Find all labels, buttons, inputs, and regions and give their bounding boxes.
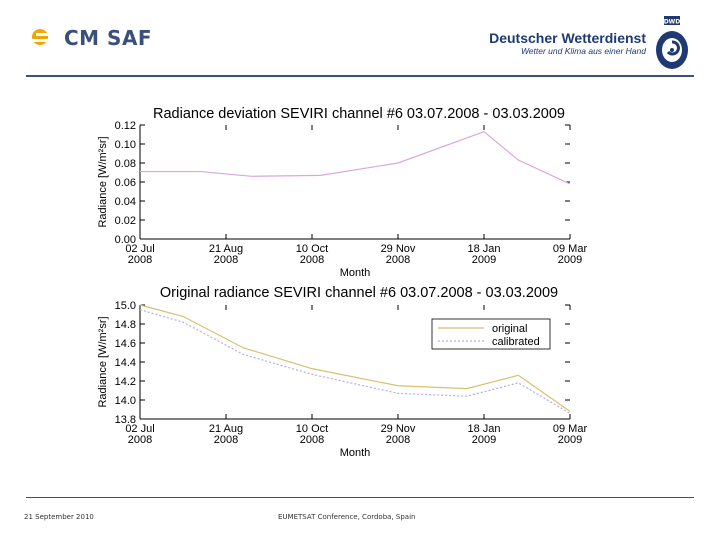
chart-1-xtick-year: 2009 xyxy=(558,434,582,446)
chart-1-xtick-year: 2009 xyxy=(472,434,496,446)
chart-0-ytick-label: 0.00 xyxy=(115,234,136,246)
chart-1-legend-label-original: original xyxy=(492,323,527,335)
dwd-emblem-icon: DWD xyxy=(656,16,688,69)
chart-1-ytick-label: 14.0 xyxy=(115,395,136,407)
chart-0-xtick-label: 09 Mar xyxy=(553,243,588,255)
chart-1-xtick-year: 2008 xyxy=(300,434,324,446)
chart-0-ytick-label: 0.10 xyxy=(115,139,136,151)
chart-0-xtick-year: 2008 xyxy=(386,254,410,266)
chart-0-ytick-label: 0.12 xyxy=(115,120,136,132)
chart-1-ytick-label: 14.4 xyxy=(115,357,136,369)
cm-saf-logo-text: CM SAF xyxy=(64,26,153,50)
sun-icon xyxy=(32,29,58,45)
chart-0-xtick-label: 10 Oct xyxy=(296,243,328,255)
dwd-badge-text: DWD xyxy=(664,19,681,26)
chart-0-xtick-year: 2008 xyxy=(214,254,238,266)
chart-0-xtick-year: 2008 xyxy=(300,254,324,266)
chart-1-ytick-label: 14.8 xyxy=(115,319,136,331)
chart-1-ytick-label: 13.8 xyxy=(115,414,136,426)
chart-1-xtick-label: 18 Jan xyxy=(467,423,500,435)
cm-saf-logo: CM SAF xyxy=(28,26,152,50)
chart-0-xtick-year: 2009 xyxy=(472,254,496,266)
chart-1-xlabel: Month xyxy=(340,447,371,459)
chart-0-xtick-year: 2008 xyxy=(128,254,152,266)
chart-0-ytick-label: 0.04 xyxy=(115,196,136,208)
chart-0-series-deviation xyxy=(140,130,571,185)
chart-0-xtick-label: 02 Jul xyxy=(125,243,154,255)
charts-container: Radiance deviation SEVIRI channel #6 03.… xyxy=(97,106,588,459)
chart-1-ytick-label: 14.2 xyxy=(115,376,136,388)
dwd-slogan: Wetter und Klima aus einer Hand xyxy=(520,46,646,56)
chart-1-xtick-label: 09 Mar xyxy=(553,423,588,435)
dwd-name: Deutscher Wetterdienst xyxy=(489,30,646,46)
chart-1-title: Original radiance SEVIRI channel #6 03.0… xyxy=(160,285,558,301)
dwd-logo: Deutscher Wetterdienst Wetter und Klima … xyxy=(489,14,692,72)
footer-conference: EUMETSAT Conference, Cordoba, Spain xyxy=(278,513,416,521)
chart-1-series-calibrated xyxy=(139,309,571,414)
chart-1-ytick-label: 14.6 xyxy=(115,338,136,350)
chart-1-xtick-label: 02 Jul xyxy=(125,423,154,435)
chart-1-series-original xyxy=(139,304,571,412)
chart-0-xtick-label: 21 Aug xyxy=(209,243,243,255)
chart-0-ylabel: Radiance [W/m²sr] xyxy=(97,136,109,227)
chart-1-xtick-year: 2008 xyxy=(128,434,152,446)
footer-divider xyxy=(26,497,694,498)
chart-0-ytick-label: 0.06 xyxy=(115,177,136,189)
chart-1-ylabel: Radiance [W/m²sr] xyxy=(97,316,109,407)
chart-1-legend-label-calibrated: calibrated xyxy=(492,336,540,348)
footer-date: 21 September 2010 xyxy=(24,513,94,521)
chart-0-title: Radiance deviation SEVIRI channel #6 03.… xyxy=(153,106,565,122)
chart-0-xtick-label: 29 Nov xyxy=(381,243,416,255)
chart-0-ytick-label: 0.02 xyxy=(115,215,136,227)
chart-1-legend-box xyxy=(431,318,551,350)
chart-1-ytick-label: 15.0 xyxy=(115,300,136,312)
chart-0-xtick-year: 2009 xyxy=(558,254,582,266)
chart-0-xlabel: Month xyxy=(340,267,371,279)
chart-1-xtick-year: 2008 xyxy=(214,434,238,446)
chart-1-xtick-label: 21 Aug xyxy=(209,423,243,435)
chart-1-xtick-label: 10 Oct xyxy=(296,423,328,435)
chart-0-ytick-label: 0.08 xyxy=(115,158,136,170)
chart-1-xtick-year: 2008 xyxy=(386,434,410,446)
header-divider xyxy=(26,75,694,77)
chart-0-xtick-label: 18 Jan xyxy=(467,243,500,255)
chart-1-xtick-label: 29 Nov xyxy=(381,423,416,435)
